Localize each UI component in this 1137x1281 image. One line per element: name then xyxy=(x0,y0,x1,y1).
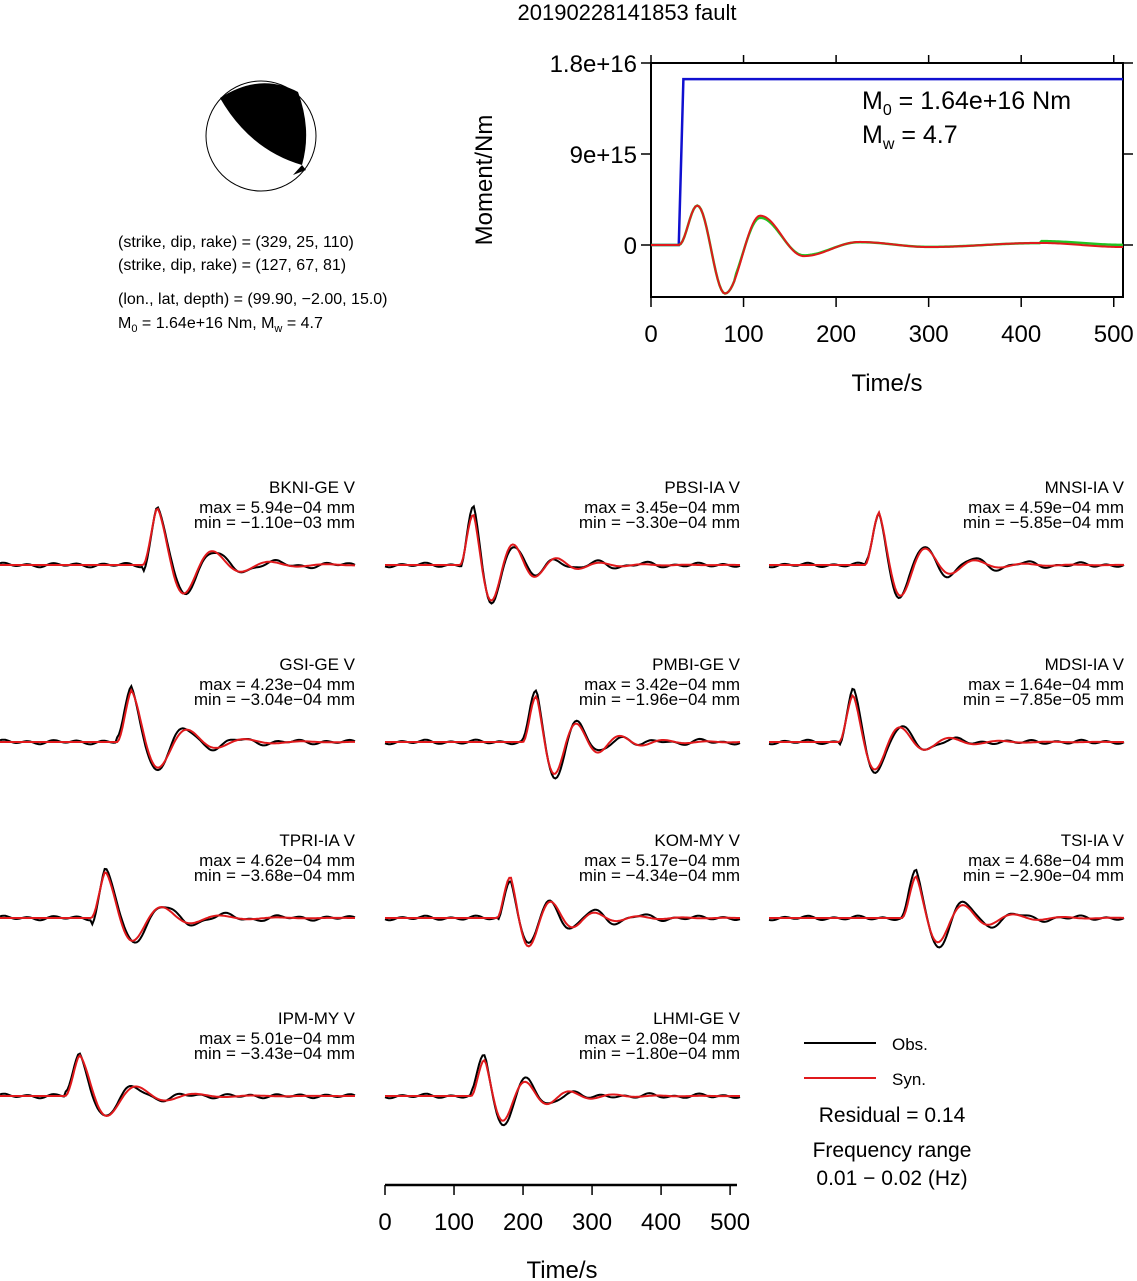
station-max: max = 4.23e−04 mm xyxy=(199,675,355,694)
observed-trace xyxy=(384,880,741,944)
synthetic-trace xyxy=(385,513,740,602)
station-min: min = −3.30e−04 mm xyxy=(579,513,740,532)
frequency-range-label: Frequency range xyxy=(813,1139,972,1162)
legend-syn-label: Syn. xyxy=(892,1070,926,1089)
station-name: BKNI-GE V xyxy=(269,478,356,497)
station-min: min = −2.90e−04 mm xyxy=(963,866,1124,885)
moment-x-ticks: 0 100 200 300 400 500 xyxy=(644,55,1134,348)
moment-y-tick-label: 9e+15 xyxy=(570,142,637,169)
waveform-x-tick-label: 500 xyxy=(710,1209,750,1236)
mechanism-info: (strike, dip, rake) = (329, 25, 110) (st… xyxy=(118,234,388,335)
mechanism-line2: (strike, dip, rake) = (127, 67, 81) xyxy=(118,257,346,274)
moment-y-ticks: 0 9e+15 1.8e+16 xyxy=(550,51,1133,260)
waveform-time-axis: 0 100 200 300 400 500 Time/s xyxy=(378,1183,750,1281)
mechanism-line3: (lon., lat, depth) = (99.90, −2.00, 15.0… xyxy=(118,291,388,308)
station-min: min = −3.68e−04 mm xyxy=(194,866,355,885)
moment-annotation-mw: Mw = 4.7 xyxy=(862,121,958,153)
station-min: min = −3.04e−04 mm xyxy=(194,690,355,709)
station-name: IPM-MY V xyxy=(278,1009,356,1028)
stf-obs-curve xyxy=(651,204,1124,295)
synthetic-trace xyxy=(0,871,355,942)
mechanism-line1: (strike, dip, rake) = (329, 25, 110) xyxy=(118,234,354,251)
moment-ylabel: Moment/Nm xyxy=(471,115,498,246)
legend: Obs. Syn. Residual = 0.14 Frequency rang… xyxy=(804,1035,971,1190)
station-max: max = 4.68e−04 mm xyxy=(968,851,1124,870)
moment-xlabel: Time/s xyxy=(851,370,922,397)
frequency-range-value: 0.01 − 0.02 (Hz) xyxy=(816,1167,967,1190)
station-name: KOM-MY V xyxy=(654,831,740,850)
station-name: PBSI-IA V xyxy=(664,478,740,497)
station-name: MDSI-IA V xyxy=(1045,655,1125,674)
moment-x-tick-label: 300 xyxy=(909,321,949,348)
synthetic-trace xyxy=(769,693,1125,771)
station-min: min = −1.80e−04 mm xyxy=(579,1044,740,1063)
station-max: max = 5.94e−04 mm xyxy=(199,498,355,517)
legend-obs-label: Obs. xyxy=(892,1035,928,1054)
station-name: TPRI-IA V xyxy=(279,831,355,850)
station-max: max = 1.64e−04 mm xyxy=(968,675,1124,694)
station-min: min = −7.85e−05 mm xyxy=(963,690,1124,709)
station-max: max = 5.17e−04 mm xyxy=(584,851,740,870)
mechanism-line4: M0 = 1.64e+16 Nm, Mw = 4.7 xyxy=(118,315,323,335)
synthetic-trace xyxy=(385,1058,740,1122)
moment-panel: 0 9e+15 1.8e+16 0 100 200 300 400 500 Moment/Nm… xyxy=(471,51,1134,397)
stf-syn-curve xyxy=(651,204,1124,295)
moment-y-tick-label: 0 xyxy=(624,233,637,260)
station-name: GSI-GE V xyxy=(279,655,355,674)
synthetic-trace xyxy=(769,510,1124,597)
beachball xyxy=(205,80,317,192)
station-min: min = −1.96e−04 mm xyxy=(579,690,740,709)
station-max: max = 2.08e−04 mm xyxy=(584,1029,740,1048)
synthetic-trace xyxy=(0,1053,355,1118)
synthetic-trace xyxy=(769,874,1124,944)
station-max: max = 3.45e−04 mm xyxy=(584,498,740,517)
moment-x-tick-label: 0 xyxy=(644,321,657,348)
waveform-x-tick-label: 300 xyxy=(572,1209,612,1236)
waveform-x-tick-label: 400 xyxy=(641,1209,681,1236)
waveform-x-tick-label: 100 xyxy=(434,1209,474,1236)
moment-plot-frame xyxy=(650,62,1124,298)
synthetic-trace xyxy=(0,687,355,769)
station-name: LHMI-GE V xyxy=(653,1009,741,1028)
station-name: PMBI-GE V xyxy=(652,655,741,674)
station-max: max = 4.59e−04 mm xyxy=(968,498,1124,517)
station-name: MNSI-IA V xyxy=(1045,478,1125,497)
moment-x-tick-label: 400 xyxy=(1001,321,1041,348)
station-max: max = 5.01e−04 mm xyxy=(199,1029,355,1048)
observed-trace xyxy=(384,1054,741,1127)
waveform-xlabel: Time/s xyxy=(526,1257,597,1281)
station-min: min = −5.85e−04 mm xyxy=(963,513,1124,532)
station-max: max = 3.42e−04 mm xyxy=(584,675,740,694)
moment-x-tick-label: 200 xyxy=(816,321,856,348)
station-min: min = −4.34e−04 mm xyxy=(579,866,740,885)
station-name: TSI-IA V xyxy=(1061,831,1125,850)
moment-x-tick-label: 100 xyxy=(724,321,764,348)
station-max: max = 4.62e−04 mm xyxy=(199,851,355,870)
station-min: min = −1.10e−03 mm xyxy=(194,513,355,532)
waveform-x-tick-label: 200 xyxy=(503,1209,543,1236)
moment-annotation-m0: M0 = 1.64e+16 Nm xyxy=(862,87,1071,119)
station-min: min = −3.43e−04 mm xyxy=(194,1044,355,1063)
synthetic-trace xyxy=(0,507,355,595)
moment-y-tick-label: 1.8e+16 xyxy=(550,51,637,78)
synthetic-trace xyxy=(385,694,741,775)
moment-x-tick-label: 500 xyxy=(1094,321,1134,348)
figure-title: 20190228141853 fault xyxy=(518,0,737,25)
waveform-x-tick-label: 0 xyxy=(378,1209,391,1236)
residual-text: Residual = 0.14 xyxy=(819,1104,966,1127)
synthetic-trace xyxy=(385,876,740,948)
